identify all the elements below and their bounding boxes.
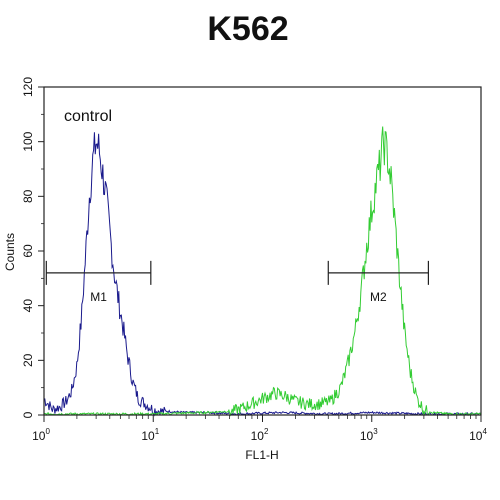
x-tick-label: 104: [469, 427, 487, 443]
y-tick-label: 0: [21, 411, 35, 418]
x-tick-label: 102: [251, 427, 269, 443]
markers-layer: M1 M2: [45, 260, 429, 304]
y-axis-title: Counts: [3, 233, 17, 271]
gate-label-m2: M2: [370, 290, 387, 304]
histogram-series-2: [43, 126, 482, 417]
x-tick-label: 101: [141, 427, 159, 443]
plot-frame: [43, 86, 482, 416]
histogram-series-1: [43, 132, 482, 417]
x-tick-label: 103: [360, 427, 378, 443]
x-axis-title: FL1-H: [245, 448, 278, 462]
y-tick-label: 20: [21, 353, 35, 367]
y-tick-label: 100: [21, 131, 35, 151]
series-layer: [43, 126, 482, 417]
gate-label-m1: M1: [90, 290, 107, 304]
x-tick-label: 100: [32, 427, 50, 443]
y-tick-label: 40: [21, 299, 35, 313]
y-tick-label: 80: [21, 189, 35, 203]
axes-layer: 100 101 102 103 104 0 20 40 60 80 100 120: [21, 77, 487, 443]
y-tick-label: 60: [21, 244, 35, 258]
y-tick-label: 120: [21, 77, 35, 97]
control-annotation: control: [64, 108, 112, 125]
chart-title: K562: [207, 10, 288, 48]
